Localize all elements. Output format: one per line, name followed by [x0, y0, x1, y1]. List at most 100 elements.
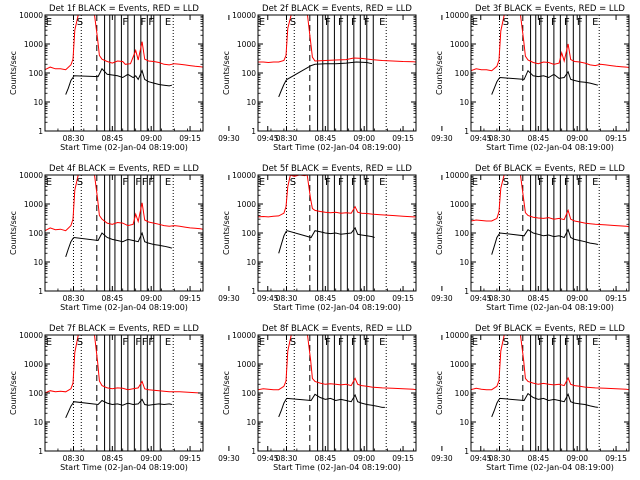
x-axis-label: Start Time (02-Jan-04 08:19:00) — [486, 463, 614, 472]
y-tick-label: 10000 — [19, 331, 43, 340]
phase-marker-F: F — [122, 17, 128, 28]
x-tick-label: 08:45 — [315, 294, 337, 303]
x-tick-label: 09:45 — [257, 454, 279, 463]
y-tick-label: 1 — [464, 287, 469, 296]
panel-plot-area — [45, 175, 203, 291]
y-axis-label: Counts/sec — [435, 371, 444, 415]
x-tick-label: 09:00 — [140, 294, 162, 303]
series-line-events — [491, 392, 598, 418]
panel-plot-area — [45, 15, 203, 131]
x-tick-label: 08:45 — [102, 454, 124, 463]
series-line-events — [278, 61, 373, 98]
y-tick-label: 1 — [38, 127, 43, 136]
x-axis-label: Start Time (02-Jan-04 08:19:00) — [60, 303, 188, 312]
x-tick-label: 08:30 — [63, 294, 85, 303]
phase-marker-E: E — [165, 17, 171, 28]
phase-marker-S: S — [290, 337, 296, 348]
panel-title: Det 5f BLACK = Events, RED = LLD — [262, 164, 412, 174]
series-line-events — [491, 69, 599, 95]
x-tick-label: 09:45 — [470, 294, 492, 303]
phase-marker-F: F — [141, 17, 147, 28]
phase-marker-F: F — [338, 177, 344, 188]
y-tick-label: 1000 — [237, 200, 256, 209]
panel-title: Det 3f BLACK = Events, RED = LLD — [475, 4, 625, 14]
phase-marker-E: E — [592, 177, 598, 188]
panel-title: Det 7f BLACK = Events, RED = LLD — [49, 324, 199, 334]
y-axis-label: Counts/sec — [222, 211, 231, 255]
panel-title: Det 6f BLACK = Events, RED = LLD — [475, 164, 625, 174]
y-tick-label: 1000 — [237, 40, 256, 49]
phase-marker-F: F — [564, 177, 570, 188]
y-tick-label: 1000 — [24, 200, 43, 209]
phase-marker-F: F — [338, 337, 344, 348]
y-tick-label: 1 — [38, 287, 43, 296]
series-line-lld — [471, 15, 629, 72]
phase-marker-E: E — [259, 17, 265, 28]
phase-marker-E: E — [379, 337, 385, 348]
x-axis-label: Start Time (02-Jan-04 08:19:00) — [60, 143, 188, 152]
x-tick-label: 08:30 — [63, 454, 85, 463]
y-tick-label: 10 — [246, 258, 256, 267]
phase-marker-F: F — [148, 177, 154, 188]
panel-title: Det 1f BLACK = Events, RED = LLD — [49, 4, 199, 14]
phase-marker-F: F — [122, 177, 128, 188]
x-tick-label: 08:30 — [276, 454, 298, 463]
y-tick-label: 10 — [459, 258, 469, 267]
phase-marker-F: F — [351, 177, 357, 188]
x-tick-label: 09:45 — [257, 294, 279, 303]
y-tick-label: 1000 — [450, 360, 469, 369]
axes-frame — [44, 174, 204, 292]
y-tick-label: 10000 — [232, 11, 256, 20]
phase-marker-F: F — [538, 337, 544, 348]
x-tick-label: 09:30 — [218, 454, 240, 463]
x-tick-label: 08:30 — [63, 134, 85, 143]
y-tick-label: 100 — [242, 229, 257, 238]
series-line-lld — [258, 335, 416, 391]
y-tick-label: 1000 — [24, 360, 43, 369]
y-axis-label: Counts/sec — [435, 51, 444, 95]
x-tick-label: 09:45 — [470, 134, 492, 143]
phase-marker-E: E — [46, 337, 52, 348]
panel-plot-area — [471, 175, 629, 291]
y-tick-label: 10 — [246, 98, 256, 107]
phase-marker-E: E — [472, 337, 478, 348]
phase-marker-F: F — [135, 177, 141, 188]
y-tick-label: 100 — [455, 229, 470, 238]
axes-frame — [470, 174, 630, 292]
series-line-lld — [45, 15, 203, 71]
y-tick-label: 1000 — [450, 200, 469, 209]
phase-marker-F: F — [551, 177, 557, 188]
series-line-lld — [45, 335, 203, 394]
phase-marker-F: F — [148, 337, 154, 348]
x-tick-label: 09:00 — [353, 454, 375, 463]
panel-title: Det 8f BLACK = Events, RED = LLD — [262, 324, 412, 334]
phase-marker-S: S — [290, 17, 296, 28]
y-tick-label: 100 — [242, 69, 257, 78]
series-line-lld — [45, 175, 203, 232]
panel-title: Det 2f BLACK = Events, RED = LLD — [262, 4, 412, 14]
phase-marker-F: F — [338, 17, 344, 28]
panel-title: Det 9f BLACK = Events, RED = LLD — [475, 324, 625, 334]
x-tick-label: 08:30 — [276, 294, 298, 303]
phase-marker-E: E — [46, 177, 52, 188]
x-tick-label: 09:15 — [392, 454, 414, 463]
x-tick-label: 09:15 — [179, 454, 201, 463]
x-tick-label: 09:00 — [353, 134, 375, 143]
x-tick-label: 08:30 — [489, 134, 511, 143]
x-tick-label: 09:00 — [353, 294, 375, 303]
panel-plot-area — [258, 175, 416, 291]
phase-marker-S: S — [77, 337, 83, 348]
x-tick-label: 09:15 — [179, 294, 201, 303]
y-axis-label: Counts/sec — [222, 371, 231, 415]
axes-frame — [257, 334, 417, 452]
x-tick-label: 09:00 — [566, 294, 588, 303]
phase-marker-F: F — [325, 17, 331, 28]
panel-plot-area — [471, 335, 629, 451]
y-tick-label: 1000 — [24, 40, 43, 49]
phase-marker-F: F — [538, 17, 544, 28]
phase-marker-F: F — [142, 337, 148, 348]
